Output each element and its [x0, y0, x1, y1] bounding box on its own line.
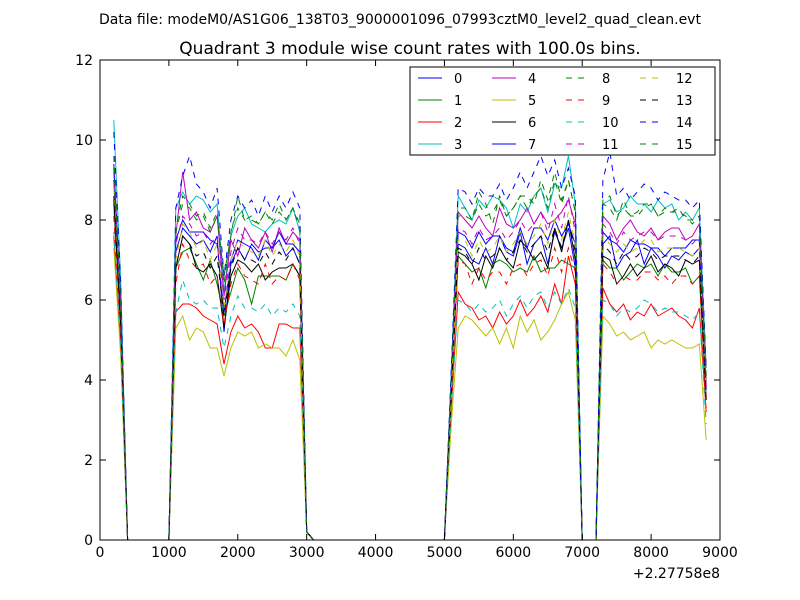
legend-label-1: 1: [454, 94, 462, 109]
y-tick-label: 0: [84, 533, 93, 549]
legend-label-8: 8: [602, 72, 610, 87]
y-tick-label: 8: [84, 213, 93, 229]
legend-label-3: 3: [454, 138, 462, 153]
x-tick-label: 0: [96, 545, 105, 561]
legend-label-12: 12: [676, 72, 693, 87]
legend-label-7: 7: [528, 138, 536, 153]
x-offset-label: +2.27758e8: [633, 566, 720, 582]
x-tick-label: 6000: [496, 545, 532, 561]
series-line-11: [113, 171, 707, 541]
legend-entry-8: 8: [566, 72, 610, 87]
legend-label-9: 9: [602, 94, 610, 109]
legend-entry-10: 10: [566, 116, 619, 131]
legend-label-4: 4: [528, 72, 536, 87]
legend-entry-12: 12: [640, 72, 693, 87]
legend-label-15: 15: [676, 138, 693, 153]
legend-label-11: 11: [602, 138, 619, 153]
x-tick-label: 8000: [633, 545, 669, 561]
tick-layer: 0 1000 2000 3000 4000 5000 6000 7000 8000 9000 0 2 4…: [75, 53, 738, 561]
legend-label-13: 13: [676, 94, 693, 109]
legend-entry-4: 4: [492, 72, 536, 87]
y-tick-label: 6: [84, 293, 93, 309]
x-tick-label: 5000: [427, 545, 463, 561]
legend-entry-13: 13: [640, 94, 693, 109]
legend-entry-3: 3: [418, 138, 462, 153]
legend-entry-11: 11: [566, 138, 619, 153]
legend-box: [409, 66, 716, 156]
legend-entry-0: 0: [418, 72, 462, 87]
legend-label-6: 6: [528, 116, 536, 131]
x-tick-label: 3000: [289, 545, 325, 561]
x-tick-label: 9000: [702, 545, 738, 561]
legend-label-0: 0: [454, 72, 462, 87]
legend-entry-6: 6: [492, 116, 536, 131]
x-tick-label: 4000: [358, 545, 394, 561]
legend-label-2: 2: [454, 116, 462, 131]
legend-entry-15: 15: [640, 138, 693, 153]
legend-entry-1: 1: [418, 94, 462, 109]
legend-entry-9: 9: [566, 94, 610, 109]
legend-entry-7: 7: [492, 138, 536, 153]
x-tick-label: 7000: [564, 545, 600, 561]
y-tick-label: 4: [84, 373, 93, 389]
chart-suptitle: Data file: modeM0/AS1G06_138T03_90000010…: [99, 12, 701, 28]
legend-label-10: 10: [602, 116, 619, 131]
x-tick-label: 1000: [151, 545, 187, 561]
legend-label-14: 14: [676, 116, 693, 131]
y-tick-label: 12: [75, 53, 93, 69]
x-tick-label: 2000: [220, 545, 256, 561]
legend-entry-5: 5: [492, 94, 536, 109]
chart-title: Quadrant 3 module wise count rates with …: [179, 39, 640, 59]
legend-entry-2: 2: [418, 116, 462, 131]
legend-entry-14: 14: [640, 116, 693, 131]
y-tick-label: 2: [84, 453, 93, 469]
y-tick-label: 10: [75, 133, 93, 149]
legend-label-5: 5: [528, 94, 536, 109]
series-line-13: [113, 199, 707, 541]
